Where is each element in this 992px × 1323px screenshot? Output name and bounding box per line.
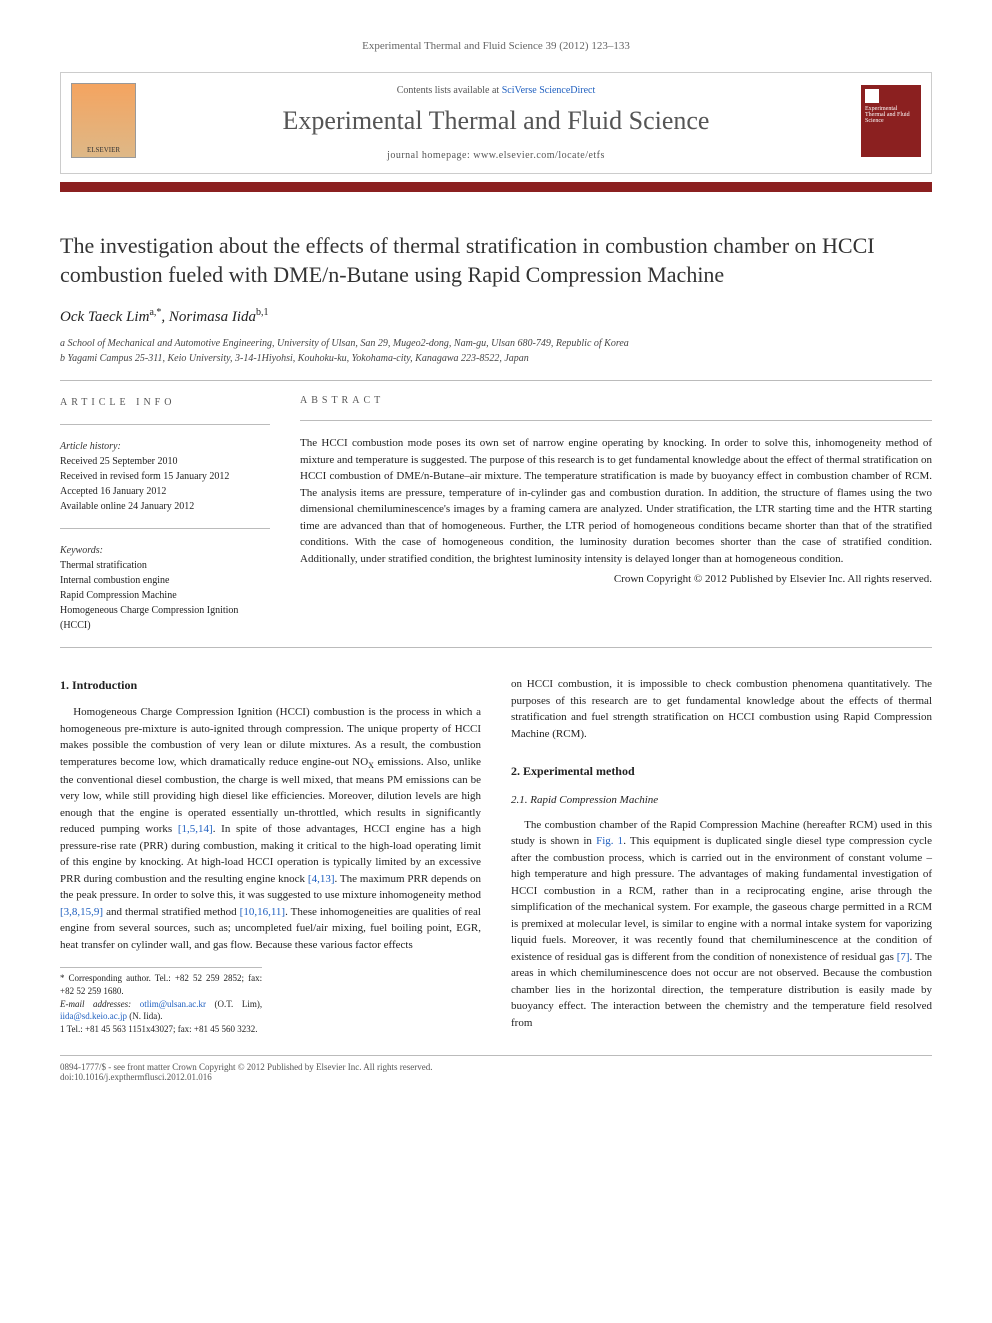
ref-link[interactable]: [10,16,11] [240,906,285,918]
tel-footnote: 1 Tel.: +81 45 563 1151x43027; fax: +81 … [60,1023,262,1036]
history-item: Received in revised form 15 January 2012 [60,469,270,484]
author-name[interactable]: Norimasa Iida [169,309,256,325]
corresponding-footnote: * Corresponding author. Tel.: +82 52 259… [60,972,262,997]
ref-link[interactable]: [4,13] [308,873,335,885]
author-list: Ock Taeck Lima,*, Norimasa Iidab,1 [60,307,932,326]
section-heading-method: 2. Experimental method [511,762,932,780]
affiliation: a School of Mechanical and Automotive En… [60,336,932,351]
intro-paragraph: Homogeneous Charge Compression Ignition … [60,704,481,953]
badge-icon [865,89,879,103]
email-who: (N. Iida). [127,1011,163,1021]
email-link[interactable]: otlim@ulsan.ac.kr [140,999,206,1009]
journal-homepage-line: journal homepage: www.elsevier.com/locat… [151,150,841,161]
keyword: Thermal stratification [60,558,270,573]
email-link[interactable]: iida@sd.keio.ac.jp [60,1011,127,1021]
badge-text: Experimental Thermal and Fluid Science [865,106,910,124]
homepage-prefix: journal homepage: [387,150,473,161]
journal-cover-badge: Experimental Thermal and Fluid Science [861,85,921,157]
contents-available-line: Contents lists available at SciVerse Sci… [151,85,841,96]
intro-continuation: on HCCI combustion, it is impossible to … [511,676,932,742]
history-item: Received 25 September 2010 [60,454,270,469]
info-abstract-row: ARTICLE INFO Article history: Received 2… [60,395,932,633]
keyword: Rapid Compression Machine [60,588,270,603]
right-column: on HCCI combustion, it is impossible to … [511,676,932,1035]
ref-link[interactable]: [7] [897,951,910,963]
method-paragraph: The combustion chamber of the Rapid Comp… [511,817,932,1032]
journal-name: Experimental Thermal and Fluid Science [151,106,841,136]
journal-header-box: ELSEVIER Experimental Thermal and Fluid … [60,72,932,174]
email-footnote: E-mail addresses: otlim@ulsan.ac.kr (O.T… [60,998,262,1023]
elsevier-logo: ELSEVIER [71,83,136,158]
subsection-heading-rcm: 2.1. Rapid Compression Machine [511,792,932,809]
left-column: 1. Introduction Homogeneous Charge Compr… [60,676,481,1035]
ref-link[interactable]: [1,5,14] [178,823,213,835]
ref-link[interactable]: [3,8,15,9] [60,906,103,918]
body-columns: 1. Introduction Homogeneous Charge Compr… [60,676,932,1035]
color-bar [60,182,932,192]
footnotes: * Corresponding author. Tel.: +82 52 259… [60,967,262,1035]
issn-line: 0894-1777/$ - see front matter Crown Cop… [60,1062,932,1072]
article-info-heading: ARTICLE INFO [60,395,270,410]
affiliation: b Yagami Campus 25-311, Keio University,… [60,351,932,366]
divider [300,420,932,421]
keywords-label: Keywords: [60,543,270,558]
author-mark: b,1 [256,307,269,318]
contents-prefix: Contents lists available at [397,85,502,96]
p-text: . This equipment is duplicated single di… [511,835,932,963]
header-citation: Experimental Thermal and Fluid Science 3… [60,40,932,52]
section-heading-intro: 1. Introduction [60,676,481,694]
divider [60,647,932,648]
email-who: (O.T. Lim), [206,999,262,1009]
doi-line: doi:10.1016/j.expthermflusci.2012.01.016 [60,1072,932,1082]
divider [60,424,270,425]
affiliations: a School of Mechanical and Automotive En… [60,336,932,366]
history-item: Available online 24 January 2012 [60,499,270,514]
abstract-copyright: Crown Copyright © 2012 Published by Else… [300,573,932,585]
p-text: and thermal stratified method [103,906,240,918]
history-item: Accepted 16 January 2012 [60,484,270,499]
abstract-heading: ABSTRACT [300,395,932,406]
author-name[interactable]: Ock Taeck Lim [60,309,149,325]
history-label: Article history: [60,439,270,454]
article-info-col: ARTICLE INFO Article history: Received 2… [60,395,270,633]
divider [60,380,932,381]
keyword: Homogeneous Charge Compression Ignition … [60,603,270,633]
abstract-col: ABSTRACT The HCCI combustion mode poses … [300,395,932,633]
abstract-text: The HCCI combustion mode poses its own s… [300,435,932,567]
homepage-url[interactable]: www.elsevier.com/locate/etfs [473,150,605,161]
keyword: Internal combustion engine [60,573,270,588]
article-title: The investigation about the effects of t… [60,232,932,289]
bottom-matter: 0894-1777/$ - see front matter Crown Cop… [60,1055,932,1082]
sciencedirect-link[interactable]: SciVerse ScienceDirect [502,85,596,96]
author-mark: a,* [149,307,161,318]
figure-link[interactable]: Fig. 1 [596,835,623,847]
divider [60,528,270,529]
email-label: E-mail addresses: [60,999,140,1009]
